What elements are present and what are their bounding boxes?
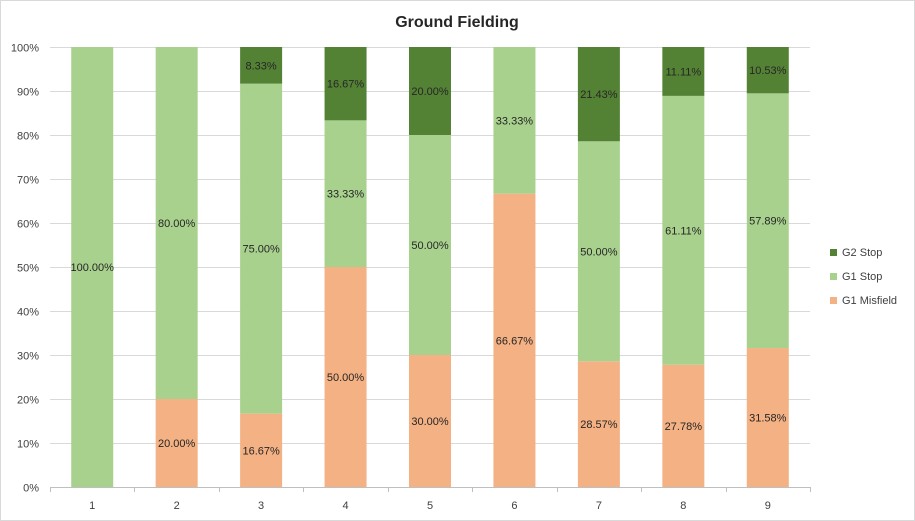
data-label: 61.11%: [665, 225, 702, 237]
legend-swatch: [830, 273, 837, 280]
bars: [71, 47, 789, 488]
data-label: 66.67%: [496, 335, 534, 347]
data-label: 33.33%: [496, 115, 534, 127]
bar-segment: [662, 95, 705, 365]
x-tick-label: 4: [342, 500, 348, 512]
bar-segment: [240, 413, 283, 487]
data-label: 30.00%: [411, 416, 449, 428]
y-tick-label: 0%: [23, 483, 39, 495]
data-label: 10.53%: [749, 65, 787, 77]
bar-segment: [746, 47, 789, 94]
bar-segment: [71, 47, 114, 487]
legend: G2 Stop G1 Stop G1 Misfield: [830, 247, 897, 307]
bar-segment: [324, 120, 367, 268]
data-label: 57.89%: [749, 216, 787, 228]
bar-segment: [577, 141, 620, 362]
bar-segment: [746, 93, 789, 349]
data-label: 33.33%: [327, 189, 365, 201]
bar-segment: [324, 267, 367, 487]
bar-segment: [577, 361, 620, 487]
y-tick-label: 30%: [17, 351, 39, 363]
bar-segment: [493, 193, 536, 488]
y-tick-label: 90%: [17, 87, 39, 99]
bar-segment: [577, 47, 620, 142]
y-tick-label: 100%: [11, 43, 39, 55]
legend-swatch: [830, 249, 837, 256]
bar-segment: [493, 47, 536, 194]
data-label: 21.43%: [580, 89, 618, 101]
legend-label: G1 Stop: [842, 271, 882, 283]
bar-segment: [409, 355, 451, 487]
bar-segment: [155, 399, 198, 487]
data-label: 31.58%: [749, 413, 787, 425]
data-label: 100.00%: [71, 262, 115, 274]
chart-title: Ground Fielding: [395, 14, 519, 31]
y-tick-label: 80%: [17, 131, 39, 143]
data-labels: 100.00% 20.00% 80.00% 16.67% 75.00% 8.33% 50.0…: [71, 60, 787, 457]
y-tick-label: 10%: [17, 439, 39, 451]
legend-swatch: [830, 297, 837, 304]
y-tick-label: 70%: [17, 175, 39, 187]
bar-segment: [746, 348, 789, 487]
y-tick-label: 40%: [17, 307, 39, 319]
bar-segment: [240, 83, 283, 414]
data-label: 27.78%: [665, 421, 703, 433]
bar-segment: [662, 364, 705, 487]
x-tick-label: 1: [89, 500, 95, 512]
bar-segment: [155, 47, 198, 399]
x-tick-label: 3: [258, 500, 264, 512]
bar-segment: [409, 47, 451, 135]
x-tick-label: 9: [765, 500, 771, 512]
data-label: 50.00%: [327, 372, 365, 384]
x-tick-label: 7: [596, 500, 602, 512]
bar-segment: [240, 47, 283, 84]
data-label: 28.57%: [580, 419, 618, 431]
bar-segment: [662, 47, 705, 96]
y-tick-label: 50%: [17, 263, 39, 275]
data-label: 16.67%: [242, 445, 280, 457]
x-tick-label: 2: [174, 500, 180, 512]
data-label: 11.11%: [665, 66, 701, 78]
y-tick-label: 60%: [17, 219, 39, 231]
data-label: 80.00%: [158, 218, 196, 230]
data-label: 75.00%: [242, 244, 280, 256]
data-label: 50.00%: [580, 246, 618, 258]
data-label: 16.67%: [327, 79, 365, 91]
x-tick-label: 5: [427, 500, 433, 512]
data-label: 20.00%: [158, 438, 196, 450]
bar-segment: [324, 47, 367, 121]
axes: 0% 10% 20% 30% 40% 50% 60% 70% 80% 90% 100% 1 2 3 4 5 6 7…: [11, 43, 811, 512]
x-tick-label: 8: [680, 500, 686, 512]
data-label: 8.33%: [246, 60, 277, 72]
bar-segment: [409, 135, 451, 355]
data-label: 50.00%: [411, 240, 449, 252]
legend-label: G1 Misfield: [842, 295, 897, 307]
x-tick-label: 6: [511, 500, 517, 512]
legend-label: G2 Stop: [842, 247, 882, 259]
data-label: 20.00%: [411, 86, 449, 98]
y-tick-label: 20%: [17, 395, 39, 407]
